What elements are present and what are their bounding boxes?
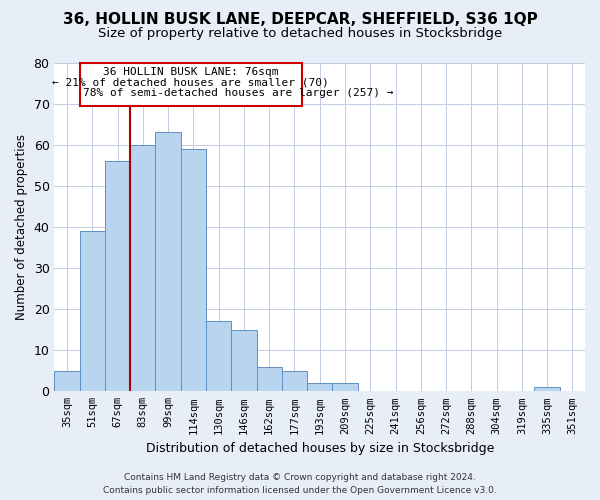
Bar — [332, 383, 358, 392]
Bar — [55, 371, 80, 392]
Bar — [130, 144, 155, 392]
Bar — [257, 366, 282, 392]
Text: 36 HOLLIN BUSK LANE: 76sqm: 36 HOLLIN BUSK LANE: 76sqm — [103, 68, 278, 78]
Text: Size of property relative to detached houses in Stocksbridge: Size of property relative to detached ho… — [98, 28, 502, 40]
Bar — [307, 383, 332, 392]
Bar — [80, 231, 105, 392]
Text: 78% of semi-detached houses are larger (257) →: 78% of semi-detached houses are larger (… — [83, 88, 394, 98]
Text: 36, HOLLIN BUSK LANE, DEEPCAR, SHEFFIELD, S36 1QP: 36, HOLLIN BUSK LANE, DEEPCAR, SHEFFIELD… — [62, 12, 538, 28]
Bar — [155, 132, 181, 392]
Bar — [535, 387, 560, 392]
Y-axis label: Number of detached properties: Number of detached properties — [15, 134, 28, 320]
X-axis label: Distribution of detached houses by size in Stocksbridge: Distribution of detached houses by size … — [146, 442, 494, 455]
Text: ← 21% of detached houses are smaller (70): ← 21% of detached houses are smaller (70… — [52, 78, 329, 88]
Bar — [181, 149, 206, 392]
Bar — [231, 330, 257, 392]
Text: Contains HM Land Registry data © Crown copyright and database right 2024.
Contai: Contains HM Land Registry data © Crown c… — [103, 474, 497, 495]
Bar — [206, 322, 231, 392]
Bar — [282, 371, 307, 392]
Bar — [105, 161, 130, 392]
FancyBboxPatch shape — [80, 62, 302, 106]
